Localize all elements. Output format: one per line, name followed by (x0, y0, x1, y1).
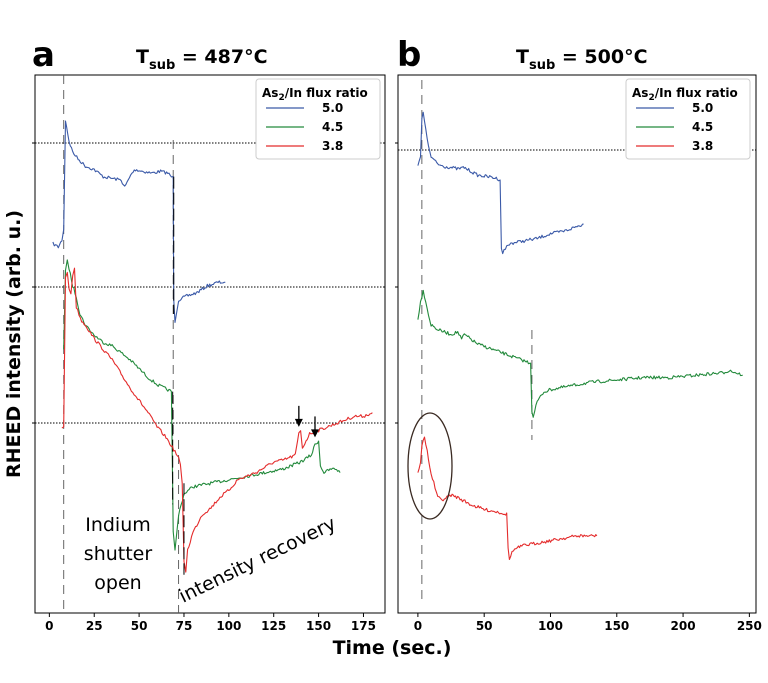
series-5-0-line (417, 111, 584, 255)
x-tick-label: 0 (45, 619, 53, 633)
panel-b: b Tsub = 500°C 0 50 100 150 200 250 As2/In fl… (395, 35, 762, 633)
legend-label-5-0: 5.0 (322, 101, 343, 115)
panel-a-legend-box (255, 78, 381, 160)
series-4-5-line (417, 289, 743, 418)
series-5-0-line (52, 120, 226, 323)
panel-a-legend-items: 5.0 4.5 3.8 (266, 101, 343, 153)
series-3-8-line (417, 436, 598, 561)
highlight-ellipse (407, 412, 453, 520)
x-tick-label: 50 (476, 619, 493, 633)
panel-b-series (417, 111, 743, 561)
x-tick-label: 25 (86, 619, 103, 633)
legend-label-4-5: 4.5 (692, 120, 713, 134)
panel-b-legend-title: As2/In flux ratio (632, 86, 738, 103)
series-3-8-line (61, 267, 373, 573)
x-tick-label: 75 (176, 619, 193, 633)
series-4-5-line (63, 259, 341, 551)
panel-b-x-ticks: 0 50 100 150 200 250 (395, 142, 762, 633)
panel-a-letter: a (32, 35, 55, 75)
x-tick-label: 175 (351, 619, 376, 633)
x-tick-label: 100 (216, 619, 241, 633)
panel-b-legend-items: 5.0 4.5 3.8 (636, 101, 713, 153)
x-axis-label: Time (sec.) (333, 637, 452, 659)
panel-b-legend: As2/In flux ratio 5.0 4.5 3.8 (625, 78, 751, 160)
y-axis-label: RHEED intensity (arb. u.) (3, 210, 25, 478)
legend-label-3-8: 3.8 (692, 139, 713, 153)
x-tick-label: 200 (671, 619, 696, 633)
panel-a-plot-frame (34, 74, 386, 614)
annotation-indium: Indium (85, 514, 151, 536)
annotation-open: open (94, 572, 141, 594)
panel-b-legend-box (625, 78, 751, 160)
panel-b-title: Tsub = 500°C (516, 46, 648, 73)
panel-a-title: Tsub = 487°C (136, 46, 268, 73)
legend-label-5-0: 5.0 (692, 101, 713, 115)
panel-b-letter: b (397, 35, 421, 75)
legend-label-4-5: 4.5 (322, 120, 343, 134)
annotation-intensity-recovery: intensity recovery (176, 513, 340, 608)
legend-label-3-8: 3.8 (322, 139, 343, 153)
x-tick-label: 100 (538, 619, 563, 633)
annotation-shutter: shutter (84, 543, 153, 565)
arrow-head (311, 429, 319, 438)
x-tick-label: 0 (414, 619, 422, 633)
panel-a: a Tsub = 487°C 0 25 50 75 100 125 150 175 As2/I… (32, 35, 386, 633)
arrow-head (294, 418, 303, 427)
panel-a-legend: As2/In flux ratio 5.0 4.5 3.8 (255, 78, 381, 160)
x-tick-label: 125 (261, 619, 286, 633)
x-tick-label: 150 (604, 619, 629, 633)
panel-b-plot-frame (397, 74, 757, 614)
x-tick-label: 150 (306, 619, 331, 633)
panel-a-series (52, 120, 373, 575)
x-tick-label: 250 (737, 619, 762, 633)
x-tick-label: 50 (131, 619, 148, 633)
panel-a-arrows (294, 405, 319, 438)
panel-a-x-ticks: 0 25 50 75 100 125 150 175 (32, 142, 376, 633)
panel-a-legend-title: As2/In flux ratio (262, 86, 368, 103)
